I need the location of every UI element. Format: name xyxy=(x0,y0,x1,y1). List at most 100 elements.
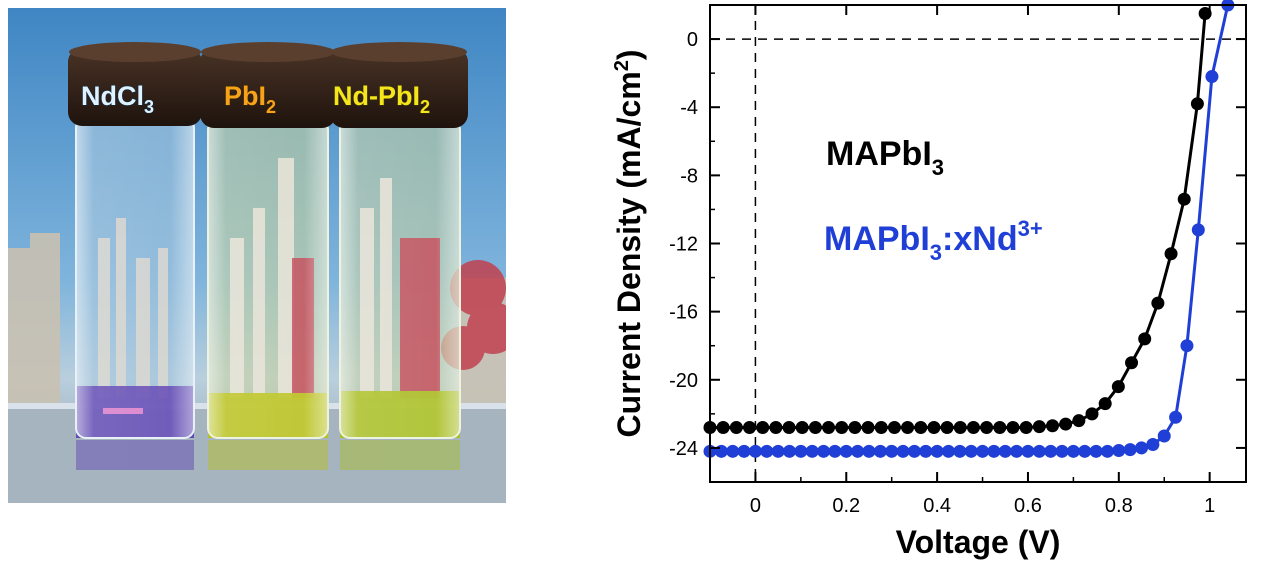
data-point-series-1 xyxy=(885,444,899,458)
data-point-series-1 xyxy=(1146,438,1160,452)
data-point-series-1 xyxy=(1021,444,1035,458)
x-tick-label: 0.2 xyxy=(832,495,860,517)
data-point-series-0 xyxy=(901,420,915,434)
data-point-series-0 xyxy=(1006,420,1020,434)
jv-chart: 0 0.2 0.4 0.6 0.8 1 0 -4 -8 -12 -16 -20 -24 Voltage … xyxy=(600,0,1270,560)
data-point-series-0 xyxy=(795,420,809,434)
data-point-series-0 xyxy=(887,420,901,434)
data-point-series-0 xyxy=(1032,420,1046,434)
data-point-series-1 xyxy=(794,444,808,458)
data-point-series-1 xyxy=(805,444,819,458)
vial-reflections xyxy=(76,440,460,470)
data-point-series-1 xyxy=(1169,410,1183,424)
y-tick-label: -24 xyxy=(669,438,698,460)
data-point-series-1 xyxy=(987,444,1001,458)
data-point-series-1 xyxy=(1112,443,1126,457)
data-point-series-1 xyxy=(1157,429,1171,443)
label-nd-pbi2: Nd-PbI2 xyxy=(333,81,430,117)
data-point-series-1 xyxy=(907,444,921,458)
data-point-series-1 xyxy=(760,444,774,458)
data-point-series-1 xyxy=(953,444,967,458)
data-point-series-0 xyxy=(729,420,743,434)
data-point-series-0 xyxy=(1045,419,1059,433)
x-axis-title: Voltage (V) xyxy=(896,524,1061,560)
data-point-series-1 xyxy=(1055,444,1069,458)
data-point-series-0 xyxy=(914,420,928,434)
legend-mapbi3-nd-sup: 3+ xyxy=(1018,216,1043,241)
data-point-series-0 xyxy=(927,420,941,434)
data-point-series-1 xyxy=(748,444,762,458)
data-point-series-1 xyxy=(1089,444,1103,458)
data-point-series-0 xyxy=(993,420,1007,434)
data-point-series-1 xyxy=(782,444,796,458)
data-point-series-0 xyxy=(1198,7,1212,21)
vial-pbi2 xyxy=(200,42,336,439)
data-point-series-1 xyxy=(828,444,842,458)
data-point-series-1 xyxy=(998,444,1012,458)
x-tick-label: 0 xyxy=(750,495,761,517)
data-point-series-1 xyxy=(1205,70,1219,84)
vial-nd-pbi2 xyxy=(330,42,468,439)
legend-mapbi3-nd-sub: 3 xyxy=(930,240,942,265)
y-tick-label: -20 xyxy=(669,370,698,392)
data-point-series-0 xyxy=(1164,247,1178,261)
legend-mapbi3-nd-tail: :xNd xyxy=(942,220,1018,258)
data-point-series-1 xyxy=(851,444,865,458)
data-point-series-0 xyxy=(848,420,862,434)
data-point-series-0 xyxy=(1177,192,1191,206)
data-point-series-0 xyxy=(1085,407,1099,421)
data-point-series-1 xyxy=(771,444,785,458)
data-point-series-0 xyxy=(1111,380,1125,394)
legend-mapbi3-nd-base: MAPbI xyxy=(824,220,930,258)
data-point-series-1 xyxy=(976,444,990,458)
data-point-series-1 xyxy=(930,444,944,458)
data-point-series-1 xyxy=(896,444,910,458)
data-point-series-0 xyxy=(756,420,770,434)
label-pbi2: PbI2 xyxy=(224,81,276,117)
x-tick-label: 0.6 xyxy=(1014,495,1042,517)
data-point-series-1 xyxy=(1078,444,1092,458)
data-point-series-0 xyxy=(1138,332,1152,346)
data-point-series-1 xyxy=(1191,223,1205,237)
data-point-series-0 xyxy=(808,420,822,434)
data-point-series-1 xyxy=(873,444,887,458)
data-point-series-0 xyxy=(874,420,888,434)
y-axis-title-close: ) xyxy=(611,49,647,60)
data-point-series-0 xyxy=(716,420,730,434)
data-point-series-1 xyxy=(737,444,751,458)
data-point-series-0 xyxy=(966,420,980,434)
y-tick-label: -16 xyxy=(669,302,698,324)
data-point-series-1 xyxy=(839,444,853,458)
series-layer xyxy=(703,0,1235,458)
label-nd-pbi2-sub: 2 xyxy=(420,97,430,117)
data-point-series-0 xyxy=(1190,97,1204,111)
data-point-series-0 xyxy=(1125,356,1139,370)
data-point-series-0 xyxy=(835,420,849,434)
y-tick-label: -8 xyxy=(680,165,698,187)
x-tick-label: 0.4 xyxy=(923,495,951,517)
data-point-series-0 xyxy=(822,420,836,434)
data-point-series-0 xyxy=(861,420,875,434)
data-point-series-0 xyxy=(769,420,783,434)
data-point-series-0 xyxy=(1072,414,1086,428)
data-point-series-0 xyxy=(782,420,796,434)
data-point-series-1 xyxy=(726,444,740,458)
data-point-series-1 xyxy=(941,444,955,458)
legend-mapbi3-base: MAPbI xyxy=(826,135,932,173)
data-point-series-1 xyxy=(1032,444,1046,458)
x-tick-label: 1 xyxy=(1204,495,1215,517)
vials-photo: NdCl3 PbI2 Nd-PbI2 xyxy=(8,8,506,503)
y-tick-label: -4 xyxy=(680,97,698,119)
label-nd-pbi2-base: Nd-PbI xyxy=(333,81,420,111)
label-ndcl3: NdCl3 xyxy=(81,81,154,117)
data-point-series-1 xyxy=(1044,444,1058,458)
jv-chart-svg: 0 0.2 0.4 0.6 0.8 1 0 -4 -8 -12 -16 -20 -24 Voltage … xyxy=(611,0,1247,560)
y-axis-title-sup: 2 xyxy=(611,60,633,71)
data-point-series-0 xyxy=(1098,397,1112,411)
data-point-series-1 xyxy=(1010,444,1024,458)
y-axis-title: Current Density (mA/cm2) xyxy=(611,49,647,437)
vials-illustration: NdCl3 PbI2 Nd-PbI2 xyxy=(8,8,506,503)
data-point-series-1 xyxy=(862,444,876,458)
data-point-series-0 xyxy=(1151,296,1165,310)
data-point-series-0 xyxy=(1019,420,1033,434)
